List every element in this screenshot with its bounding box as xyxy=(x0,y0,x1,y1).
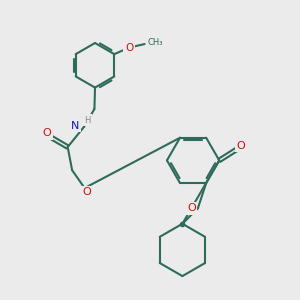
Text: O: O xyxy=(237,140,246,151)
Text: CH₃: CH₃ xyxy=(148,38,163,47)
Text: N: N xyxy=(71,121,79,130)
Text: H: H xyxy=(84,116,90,125)
Text: O: O xyxy=(187,203,196,213)
Text: O: O xyxy=(125,43,133,52)
Text: O: O xyxy=(82,187,91,197)
Text: O: O xyxy=(43,128,52,138)
